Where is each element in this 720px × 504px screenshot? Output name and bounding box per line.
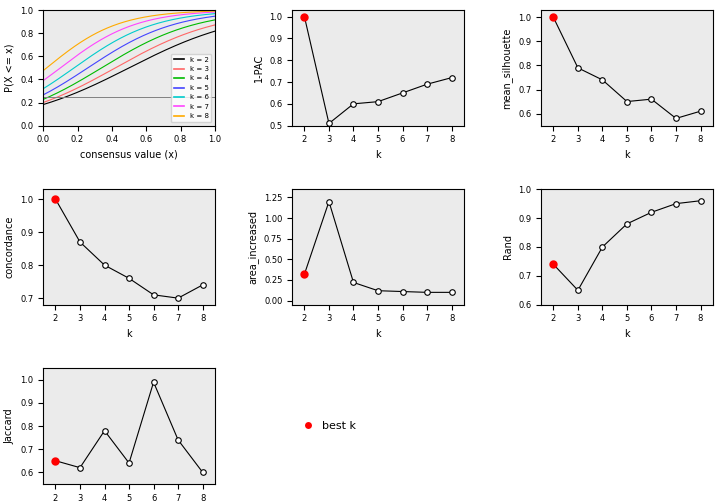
X-axis label: k: k — [624, 150, 630, 160]
X-axis label: k: k — [375, 329, 381, 339]
Y-axis label: mean_silhouette: mean_silhouette — [502, 27, 513, 108]
Legend: k = 2, k = 3, k = 4, k = 5, k = 6, k = 7, k = 8: k = 2, k = 3, k = 4, k = 5, k = 6, k = 7… — [171, 54, 212, 122]
Y-axis label: 1-PAC: 1-PAC — [253, 54, 264, 82]
X-axis label: k: k — [624, 329, 630, 339]
X-axis label: k: k — [375, 150, 381, 160]
Y-axis label: concordance: concordance — [4, 216, 14, 278]
Y-axis label: Rand: Rand — [503, 234, 513, 260]
Y-axis label: area_increased: area_increased — [248, 210, 258, 284]
X-axis label: k: k — [126, 329, 132, 339]
Legend: best k: best k — [297, 417, 361, 435]
Y-axis label: Jaccard: Jaccard — [4, 408, 14, 444]
Y-axis label: P(X <= x): P(X <= x) — [4, 44, 14, 92]
X-axis label: consensus value (x): consensus value (x) — [80, 150, 178, 160]
